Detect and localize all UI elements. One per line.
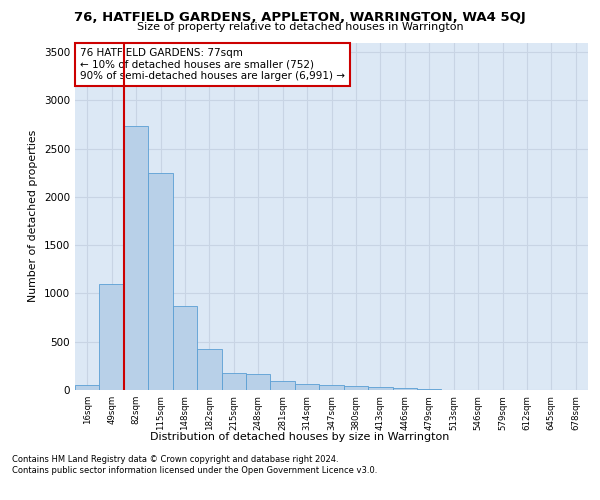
Text: 76, HATFIELD GARDENS, APPLETON, WARRINGTON, WA4 5QJ: 76, HATFIELD GARDENS, APPLETON, WARRINGT… xyxy=(74,11,526,24)
Text: Size of property relative to detached houses in Warrington: Size of property relative to detached ho… xyxy=(137,22,463,32)
Bar xyxy=(319,385,344,390)
Text: Contains public sector information licensed under the Open Government Licence v3: Contains public sector information licen… xyxy=(12,466,377,475)
Text: Contains HM Land Registry data © Crown copyright and database right 2024.: Contains HM Land Registry data © Crown c… xyxy=(12,455,338,464)
Bar xyxy=(271,381,295,390)
Bar xyxy=(246,374,271,390)
Bar xyxy=(344,386,368,390)
Bar xyxy=(295,384,319,390)
Bar xyxy=(124,126,148,390)
Bar xyxy=(392,388,417,390)
Bar xyxy=(368,387,392,390)
Bar xyxy=(417,388,442,390)
Y-axis label: Number of detached properties: Number of detached properties xyxy=(28,130,38,302)
Bar xyxy=(148,173,173,390)
Bar xyxy=(75,384,100,390)
Bar xyxy=(173,306,197,390)
Text: 76 HATFIELD GARDENS: 77sqm
← 10% of detached houses are smaller (752)
90% of sem: 76 HATFIELD GARDENS: 77sqm ← 10% of deta… xyxy=(80,48,345,81)
Bar xyxy=(221,373,246,390)
Bar xyxy=(100,284,124,390)
Bar xyxy=(197,350,221,390)
Text: Distribution of detached houses by size in Warrington: Distribution of detached houses by size … xyxy=(151,432,449,442)
